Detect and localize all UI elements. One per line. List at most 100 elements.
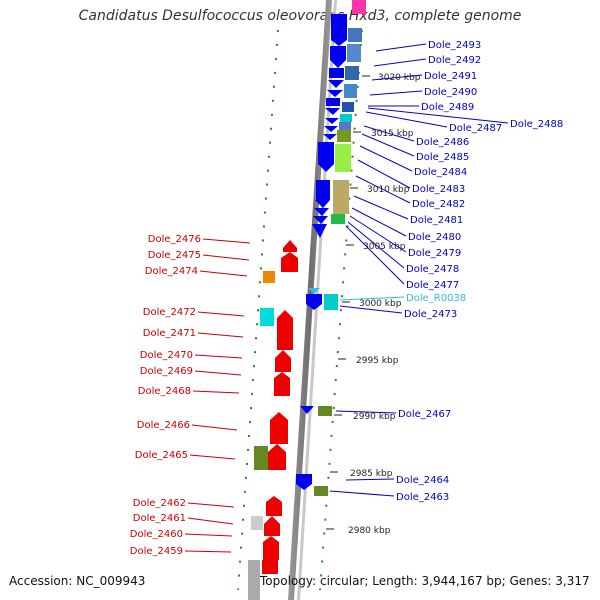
label-leader xyxy=(347,221,405,269)
gene-label[interactable]: Dole_2478 xyxy=(406,264,459,275)
gene-label[interactable]: Dole_R0038 xyxy=(406,293,466,304)
scale-ticks: 3020 kbp 3015 kbp 3010 kbp 3005 kbp 3000… xyxy=(326,73,421,536)
gene-arrow xyxy=(266,496,282,516)
gene-arrow xyxy=(323,134,337,140)
feature-block xyxy=(347,44,361,62)
label-leader xyxy=(199,270,248,277)
gene-label[interactable]: Dole_2470 xyxy=(140,350,193,361)
outer-guide-line-left xyxy=(237,29,279,591)
gene-arrow xyxy=(328,80,344,88)
label-leader xyxy=(194,370,242,376)
gene-block xyxy=(331,14,347,30)
gene-arrow xyxy=(313,216,328,224)
label-leader xyxy=(351,207,407,237)
gene-arrow xyxy=(264,516,280,536)
gene-label[interactable]: Dole_2464 xyxy=(396,475,449,486)
reverse-strand-genes xyxy=(296,14,347,490)
feature-block xyxy=(348,28,362,42)
label-leader xyxy=(367,107,509,124)
gene-arrow xyxy=(263,536,279,560)
gene-label[interactable]: Dole_2466 xyxy=(137,420,190,431)
label-leader xyxy=(371,74,423,81)
gene-label[interactable]: Dole_2492 xyxy=(428,55,481,66)
gene-label[interactable]: Dole_2488 xyxy=(510,119,563,130)
gene-label[interactable]: Dole_2485 xyxy=(416,152,469,163)
gene-label[interactable]: Dole_2476 xyxy=(148,234,201,245)
label-leader xyxy=(187,517,234,525)
rna-gene-arrow xyxy=(308,288,320,294)
gene-label[interactable]: Dole_2462 xyxy=(133,498,186,509)
label-leader xyxy=(189,454,236,460)
gene-label[interactable]: Dole_2463 xyxy=(396,492,449,503)
feature-block xyxy=(333,180,349,214)
feature-block xyxy=(324,294,338,310)
gene-label[interactable]: Dole_2459 xyxy=(130,546,183,557)
gene-label[interactable]: Dole_2473 xyxy=(404,309,457,320)
gene-label[interactable]: Dole_2481 xyxy=(410,215,463,226)
scale-tick-label: 3000 kbp xyxy=(359,299,402,309)
gene-label[interactable]: Dole_2465 xyxy=(135,450,188,461)
feature-block xyxy=(339,122,351,130)
gene-label[interactable]: Dole_2480 xyxy=(408,232,461,243)
gene-label[interactable]: Dole_2483 xyxy=(412,184,465,195)
gene-label[interactable]: Dole_2491 xyxy=(424,71,477,82)
gene-label[interactable]: Dole_2471 xyxy=(143,328,196,339)
gene-label[interactable]: Dole_2475 xyxy=(148,250,201,261)
label-leader xyxy=(197,332,244,338)
gene-arrow xyxy=(315,200,330,208)
label-leader xyxy=(355,175,411,204)
gene-label[interactable]: Dole_2493 xyxy=(428,40,481,51)
label-leader xyxy=(353,195,409,220)
gene-block xyxy=(326,98,340,106)
gene-label[interactable]: Dole_2469 xyxy=(140,366,193,377)
feature-block xyxy=(345,66,359,80)
label-leader xyxy=(361,133,415,157)
label-leader xyxy=(363,125,415,142)
label-leader xyxy=(357,159,411,189)
feature-block xyxy=(263,271,275,283)
label-leader xyxy=(197,311,245,317)
gene-label[interactable]: Dole_2484 xyxy=(414,167,467,178)
gene-block xyxy=(262,560,278,574)
label-leader xyxy=(349,215,407,253)
gene-label[interactable]: Dole_2467 xyxy=(398,409,451,420)
scale-tick-label: 2985 kbp xyxy=(350,469,393,479)
gene-label[interactable]: Dole_2468 xyxy=(138,386,191,397)
gene-label[interactable]: Dole_2486 xyxy=(416,137,469,148)
gene-label[interactable]: Dole_2482 xyxy=(412,199,465,210)
gene-label[interactable]: Dole_2490 xyxy=(424,87,477,98)
gene-label[interactable]: Dole_2460 xyxy=(130,529,183,540)
label-leader xyxy=(184,533,233,537)
label-leader xyxy=(329,490,395,497)
gene-arrow xyxy=(270,412,288,444)
gene-label[interactable]: Dole_2487 xyxy=(449,123,502,134)
feature-block xyxy=(314,486,328,496)
label-leader xyxy=(375,43,427,52)
genome-summary-text: Topology: circular; Length: 3,944,167 bp… xyxy=(260,574,590,588)
gene-label[interactable]: Dole_2477 xyxy=(406,280,459,291)
reverse-label-leaders xyxy=(329,43,509,497)
gene-arrow xyxy=(296,474,312,490)
inner-guide-line-left xyxy=(319,29,363,591)
label-leader xyxy=(339,296,405,301)
gene-label[interactable]: Dole_2472 xyxy=(143,307,196,318)
gene-label[interactable]: Dole_2489 xyxy=(421,102,474,113)
gene-label[interactable]: Dole_2461 xyxy=(133,513,186,524)
forward-gene-labels: Dole_2476 Dole_2475 Dole_2474 Dole_2472 … xyxy=(130,234,201,557)
gene-label[interactable]: Dole_2479 xyxy=(408,248,461,259)
label-leader xyxy=(192,390,240,394)
feature-block xyxy=(254,446,268,470)
forward-label-leaders xyxy=(184,238,251,553)
gene-block xyxy=(283,248,297,252)
feature-block xyxy=(342,102,354,112)
gene-arrow xyxy=(325,108,340,115)
feature-block xyxy=(344,84,357,98)
gene-arrow xyxy=(281,252,298,272)
gene-label[interactable]: Dole_2474 xyxy=(145,266,198,277)
forward-strand-genes xyxy=(262,240,298,574)
gene-arrow xyxy=(314,208,329,216)
gene-arrow xyxy=(312,224,327,238)
feature-block xyxy=(318,406,332,416)
gene-arrow xyxy=(300,406,314,414)
